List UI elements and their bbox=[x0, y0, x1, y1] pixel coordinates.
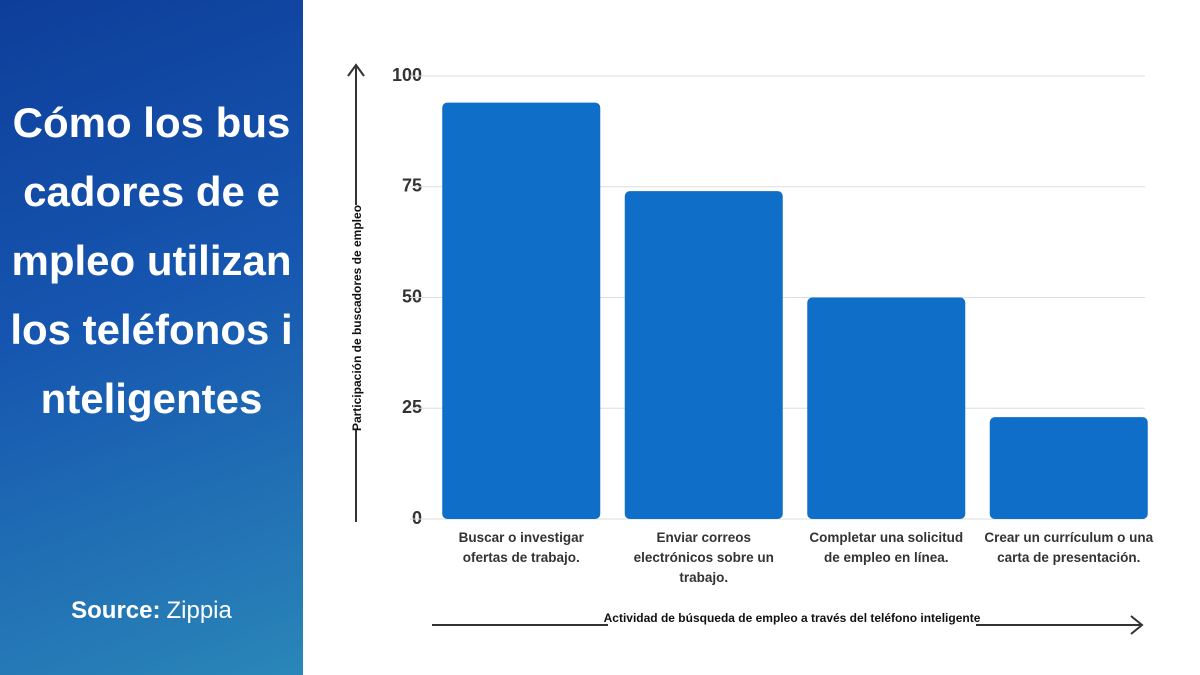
bar bbox=[989, 417, 1148, 519]
x-tick-label: Completar una solicitud de empleo en lín… bbox=[809, 530, 964, 565]
source: Source: Zippia bbox=[0, 597, 303, 625]
y-axis-label: Participación de buscadores de empleo bbox=[350, 205, 364, 431]
x-arrow-head bbox=[1130, 615, 1144, 635]
y-tick-label: 75 bbox=[402, 176, 422, 196]
side-panel: Cómo los buscadores de empleo utilizan l… bbox=[0, 0, 303, 675]
y-tick-label: 50 bbox=[402, 286, 422, 306]
label-gap bbox=[344, 205, 368, 430]
x-axis-label: Actividad de búsqueda de empleo a través… bbox=[604, 611, 981, 625]
x-tick-label: Crear un currículum o una carta de prese… bbox=[984, 530, 1154, 565]
bar bbox=[807, 297, 966, 519]
label-gap bbox=[608, 612, 976, 634]
chart-title: Cómo los buscadores de empleo utilizan l… bbox=[10, 99, 293, 422]
y-tick-label: 100 bbox=[392, 65, 422, 85]
bar bbox=[624, 191, 783, 519]
y-tick-label: 0 bbox=[412, 508, 422, 528]
y-arrow-head bbox=[347, 63, 365, 77]
source-label: Source: bbox=[71, 597, 161, 624]
y-tick-label: 25 bbox=[402, 397, 422, 417]
x-tick-label: Enviar correos electrónicos sobre un tra… bbox=[633, 530, 774, 585]
x-tick-label: Buscar o investigar ofertas de trabajo. bbox=[458, 530, 584, 565]
bar bbox=[442, 102, 601, 519]
source-name: Zippia bbox=[166, 597, 232, 624]
